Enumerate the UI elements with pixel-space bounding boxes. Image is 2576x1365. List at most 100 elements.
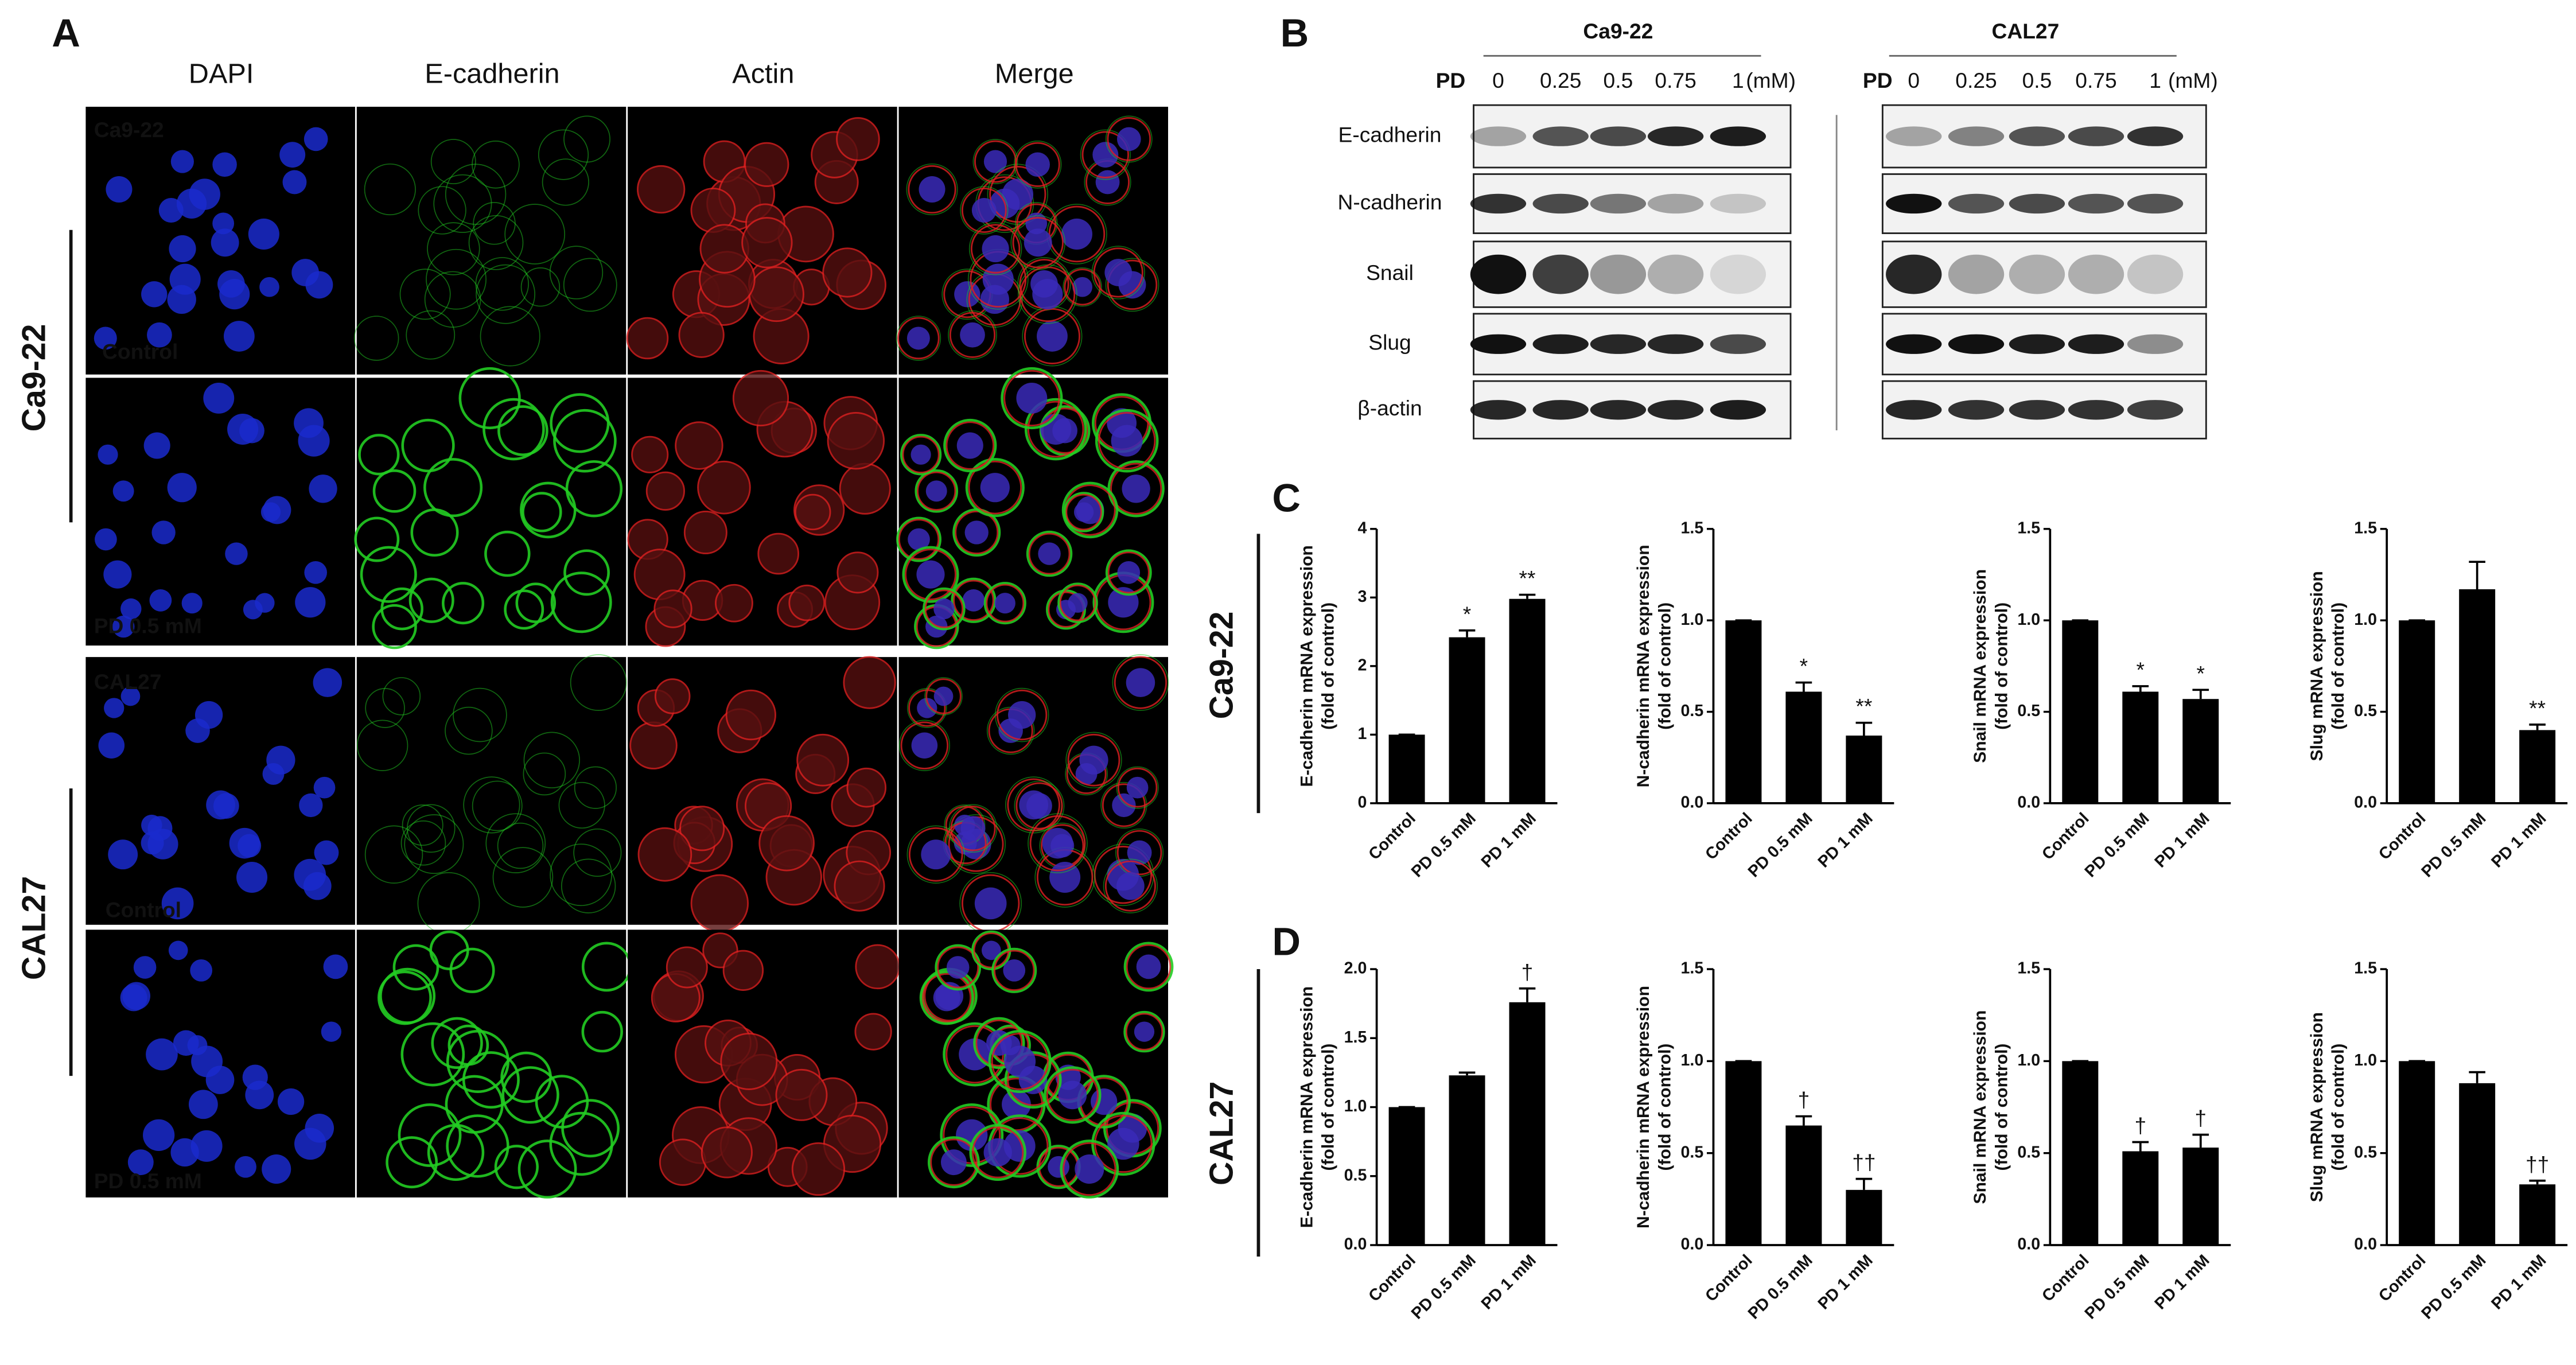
blot-band [2127, 126, 2184, 146]
nucleus [147, 322, 172, 348]
membrane [353, 316, 399, 361]
blot-band [2009, 400, 2065, 420]
bar [2519, 1184, 2556, 1246]
membrane [476, 264, 536, 324]
cytoskeleton [775, 1068, 828, 1121]
nucleus [981, 940, 1001, 960]
nucleus [917, 698, 937, 718]
y-tick-label: 1.0 [2017, 1051, 2040, 1070]
cytoskeleton [827, 412, 885, 470]
blot-band [1470, 400, 1527, 420]
cytoskeleton [1003, 370, 1060, 427]
bar [1388, 734, 1425, 803]
membrane [392, 944, 439, 991]
nucleus [1002, 178, 1034, 210]
cytoskeleton [1107, 551, 1150, 594]
y-tick-label: 1.0 [2354, 1051, 2377, 1070]
y-tick-label: 1.0 [1681, 610, 1704, 629]
blot-band [1532, 254, 1589, 294]
blot-band [1948, 193, 2005, 214]
cytoskeleton [1059, 584, 1096, 621]
membrane [520, 481, 577, 539]
cytoskeleton [854, 1013, 892, 1051]
cytoskeleton [1015, 142, 1060, 187]
nucleus [314, 840, 339, 865]
cytoskeleton [1027, 400, 1084, 458]
y-tick-label: 2 [1357, 656, 1367, 674]
dose-tick: 1 [2149, 68, 2161, 92]
y-tick-label: 0.5 [1681, 1143, 1704, 1161]
y-axis-label: (fold of control) [2329, 602, 2348, 730]
bar [1388, 1107, 1425, 1246]
nucleus [1032, 279, 1063, 310]
blot-band [1590, 193, 1647, 214]
cytoskeleton [675, 421, 723, 470]
condition-tag: Control [102, 339, 178, 363]
cytoskeleton [725, 689, 776, 741]
y-tick-label: 1.5 [1681, 519, 1704, 537]
membrane [445, 706, 493, 755]
nucleus [960, 322, 985, 348]
membrane [538, 129, 589, 180]
blot-band [1647, 126, 1704, 146]
y-tick-label: 0.5 [1681, 702, 1704, 720]
y-tick-label: 0.0 [2354, 793, 2377, 811]
cytoskeleton [905, 549, 956, 601]
cytoskeleton [629, 721, 678, 770]
y-tick-label: 1.5 [1344, 1028, 1367, 1047]
membrane [446, 1029, 510, 1093]
column-header: Actin [732, 59, 794, 90]
blot-band [1470, 254, 1527, 294]
dose-tick: 0.5 [2022, 68, 2052, 92]
blot-band [1886, 254, 1942, 294]
y-tick-label: 1.0 [1681, 1051, 1704, 1070]
membrane [517, 1140, 577, 1199]
nucleus [1136, 954, 1161, 979]
nucleus [1072, 277, 1092, 297]
nucleus [120, 598, 142, 620]
membrane [900, 434, 942, 476]
condition-tag: PD 0.5 mM [94, 613, 202, 637]
membrane [463, 776, 520, 834]
membrane [1010, 215, 1066, 270]
blot-band [2009, 193, 2065, 214]
cytoskeleton [683, 511, 727, 554]
bar [2459, 1083, 2496, 1246]
cytoskeleton [1126, 944, 1172, 990]
y-axis-label: (fold of control) [2329, 1044, 2348, 1171]
membrane [1065, 732, 1122, 788]
blot-band [1647, 193, 1704, 214]
blot-band [1590, 126, 1647, 146]
nucleus [106, 176, 133, 203]
nucleus [229, 827, 260, 859]
nucleus [983, 1138, 1012, 1167]
membrane [1116, 766, 1159, 809]
membrane [574, 766, 617, 809]
nucleus [994, 593, 1015, 614]
membrane [1103, 858, 1158, 913]
cell-line-tag: CAL27 [94, 670, 162, 694]
side-label: CAL27 [1203, 1082, 1240, 1185]
bar [1449, 1075, 1485, 1246]
cytoskeleton [937, 946, 979, 989]
cytoskeleton [653, 589, 692, 628]
membrane [1028, 813, 1088, 874]
blot-band [1710, 126, 1766, 146]
blot-band [2009, 334, 2065, 354]
nucleus [1042, 827, 1073, 859]
membrane [1105, 115, 1153, 163]
nucleus [143, 1119, 175, 1152]
blot-band [1647, 400, 1704, 420]
nucleus [98, 732, 125, 759]
nucleus [1107, 1127, 1139, 1160]
blot-band [2068, 334, 2124, 354]
cytoskeleton [637, 827, 692, 882]
membrane [1004, 1051, 1062, 1109]
cytoskeleton [839, 462, 891, 515]
nucleus [921, 839, 951, 870]
significance-mark: † [2194, 1106, 2207, 1130]
micrograph [356, 657, 627, 925]
nucleus [956, 432, 983, 459]
membrane [927, 1136, 980, 1189]
nucleus [983, 150, 1007, 173]
